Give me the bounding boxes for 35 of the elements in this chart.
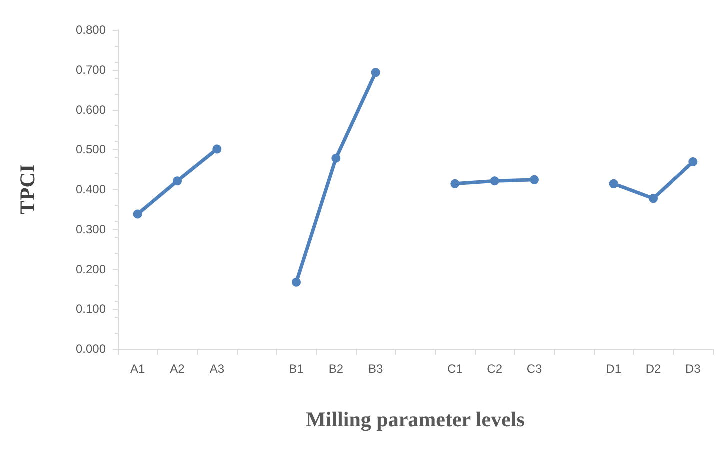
y-tick-label: 0.300 [76,222,106,236]
point [332,154,341,163]
point [609,179,618,188]
x-tick-label: A3 [210,362,225,376]
x-tick-label: A1 [130,362,146,376]
x-tick-label: B2 [328,362,344,376]
y-axis-title: TPCI [16,164,40,215]
x-tick-label: D2 [646,362,662,376]
x-tick-label: C1 [447,362,464,376]
x-tick-label: D3 [685,362,702,376]
point [649,194,658,204]
x-tick-label: B1 [289,362,304,376]
y-tick-label: 0.800 [76,23,106,37]
point [450,179,460,188]
y-tick-label: 0.100 [76,302,106,316]
y-tick-label: 0.400 [76,182,106,196]
x-tick-label: C3 [526,362,542,376]
x-tick-label: D1 [606,362,622,376]
y-tick-label: 0.500 [76,142,106,157]
y-tick-label: 0.000 [76,342,106,356]
y-tick-label: 0.200 [76,262,106,276]
x-tick-label: C2 [487,362,503,376]
point [530,175,539,184]
x-tick-label: B3 [368,362,384,376]
x-tick-label: A2 [170,362,186,376]
x-axis-title: Milling parameter levels [306,408,525,432]
point [173,176,182,186]
point [490,176,500,186]
point [292,278,301,287]
point [688,157,698,166]
point [133,210,142,219]
point [371,68,380,78]
point [212,144,222,154]
y-tick-label: 0.600 [76,102,106,117]
y-tick-label: 0.700 [76,62,106,77]
